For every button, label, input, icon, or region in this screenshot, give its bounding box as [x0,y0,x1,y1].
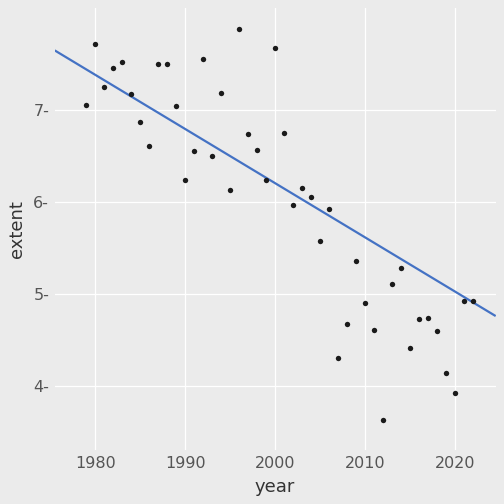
Point [451,389,459,397]
Point [316,237,324,245]
Point [217,89,225,97]
Point [154,60,162,69]
Point [136,117,144,125]
Point [109,64,117,72]
Point [127,90,135,98]
Point [118,57,126,66]
Point [415,316,423,324]
Point [370,326,378,334]
Point [163,60,171,69]
Point [460,297,468,305]
Point [226,185,234,194]
Point [442,369,450,377]
Point [253,146,261,154]
Point [469,297,477,305]
Point [361,299,369,307]
Point [91,40,99,48]
Point [406,344,414,352]
Point [199,55,207,63]
Point [235,25,243,33]
Point [262,175,270,183]
Point [433,328,441,336]
Point [100,83,108,91]
Point [325,205,333,213]
Point [352,257,360,265]
X-axis label: year: year [255,478,295,495]
Point [397,264,405,272]
Point [181,175,189,183]
Point [244,130,252,138]
Point [424,313,432,322]
Point [388,280,396,288]
Point [280,129,288,137]
Point [172,102,180,110]
Y-axis label: extent: extent [9,200,26,258]
Point [289,201,297,209]
Point [379,416,387,424]
Point [343,320,351,328]
Point [190,147,198,155]
Point [82,101,90,109]
Point [334,354,342,362]
Point [298,184,306,192]
Point [208,152,216,160]
Point [145,142,153,150]
Point [307,193,315,201]
Point [271,44,279,52]
